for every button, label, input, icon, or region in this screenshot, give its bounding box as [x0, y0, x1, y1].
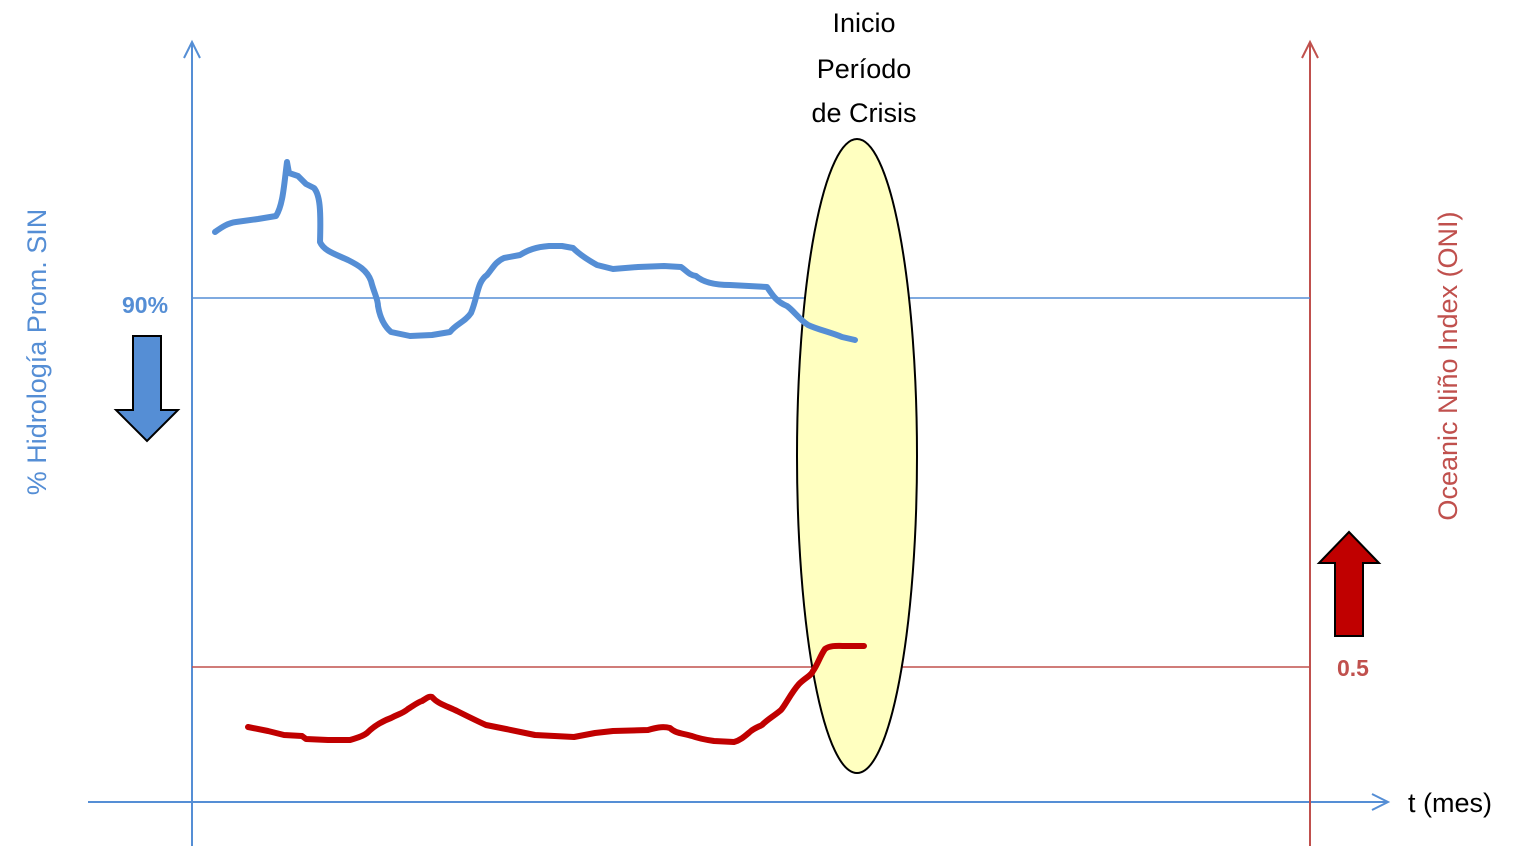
arrow-down-icon: [113, 335, 181, 443]
arrow-up-icon: [1316, 530, 1382, 637]
crisis-label-line-3: de Crisis: [811, 98, 916, 128]
oni-threshold-label: 0.5: [1337, 655, 1369, 681]
left-axis-arrowhead: [183, 39, 201, 59]
x-axis-arrowhead: [1371, 793, 1391, 811]
crisis-period-ellipse: [796, 138, 918, 774]
crisis-label-line-1: Inicio: [832, 8, 895, 38]
hydrology-series-line: [212, 159, 858, 343]
right-axis-label: Oceanic Niño Index (ONI): [1433, 211, 1463, 520]
left-axis-label: % Hidrología Prom. SIN: [22, 209, 52, 496]
hydrology-threshold-label: 90%: [122, 292, 168, 318]
right-axis-arrowhead: [1301, 39, 1319, 59]
oni-series-line: [245, 642, 867, 745]
crisis-label-line-2: Período: [817, 54, 912, 84]
x-axis-label: t (mes): [1408, 788, 1492, 818]
